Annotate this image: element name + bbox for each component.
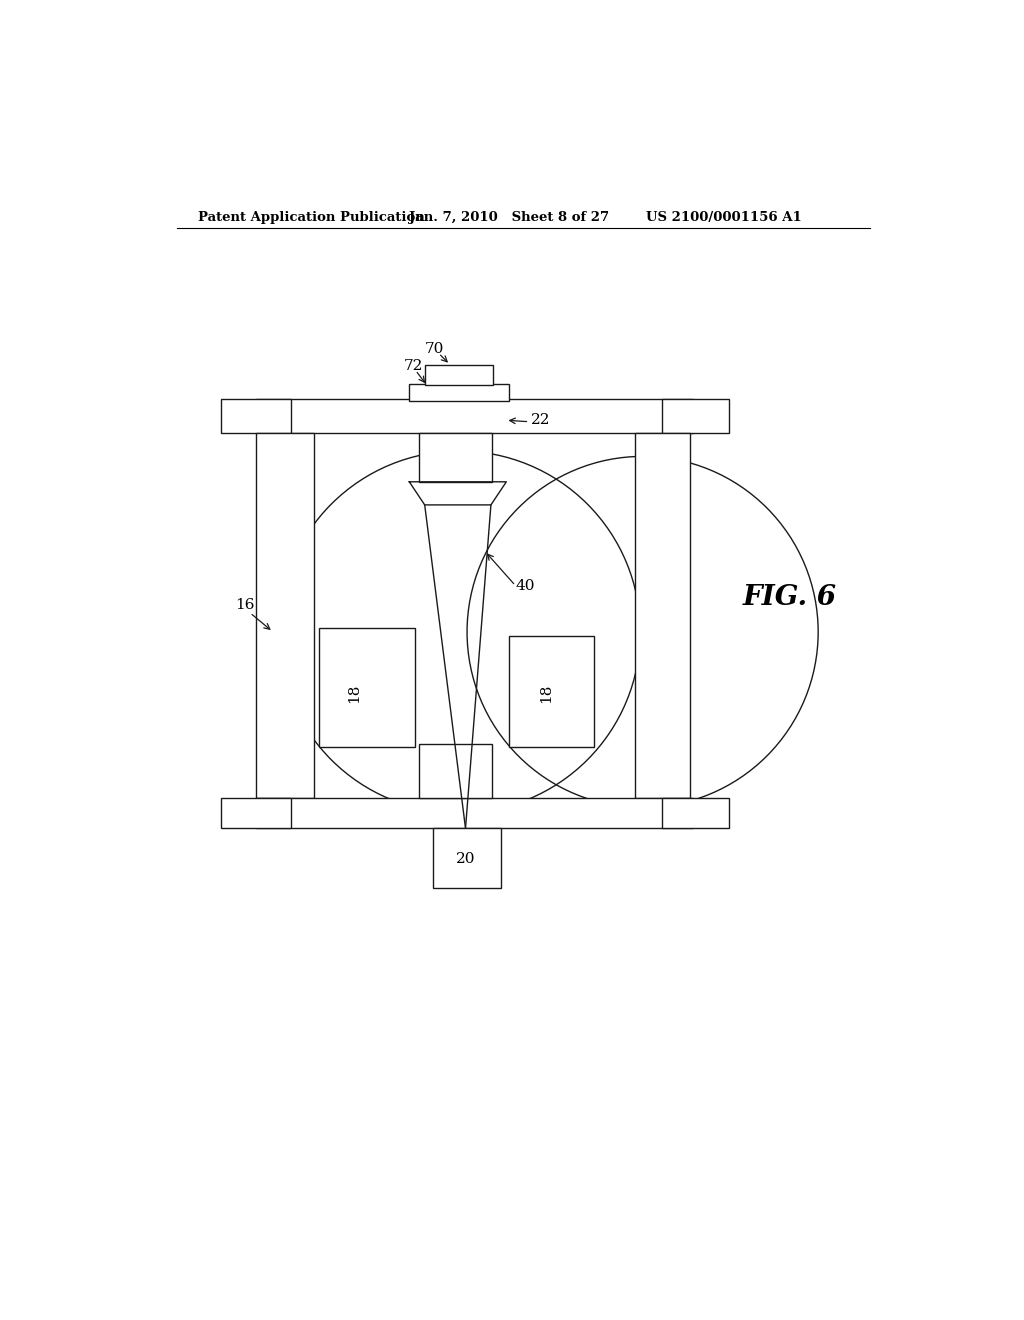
Bar [256, 433, 313, 797]
Text: Jan. 7, 2010   Sheet 8 of 27: Jan. 7, 2010 Sheet 8 of 27 [410, 211, 609, 224]
Text: 22: 22 [531, 413, 551, 428]
Bar [256, 400, 692, 433]
Text: 40: 40 [515, 578, 536, 593]
Bar [410, 384, 509, 401]
Bar [221, 400, 291, 433]
Bar [433, 829, 501, 888]
Text: 18: 18 [540, 684, 553, 704]
Text: 72: 72 [404, 359, 424, 374]
Bar [662, 797, 729, 829]
Bar [425, 364, 494, 385]
Bar [256, 797, 692, 829]
Bar [509, 636, 594, 747]
Text: 18: 18 [347, 684, 360, 704]
Bar [662, 400, 729, 433]
Text: 20: 20 [456, 853, 475, 866]
Bar [419, 433, 493, 482]
Text: Patent Application Publication: Patent Application Publication [198, 211, 424, 224]
Text: 70: 70 [425, 342, 444, 356]
Bar [419, 743, 493, 797]
Text: FIG. 6: FIG. 6 [742, 583, 837, 611]
Bar [635, 433, 690, 797]
Text: 16: 16 [234, 598, 254, 612]
Bar [221, 797, 291, 829]
Text: US 2100/0001156 A1: US 2100/0001156 A1 [646, 211, 802, 224]
Bar [319, 628, 416, 747]
